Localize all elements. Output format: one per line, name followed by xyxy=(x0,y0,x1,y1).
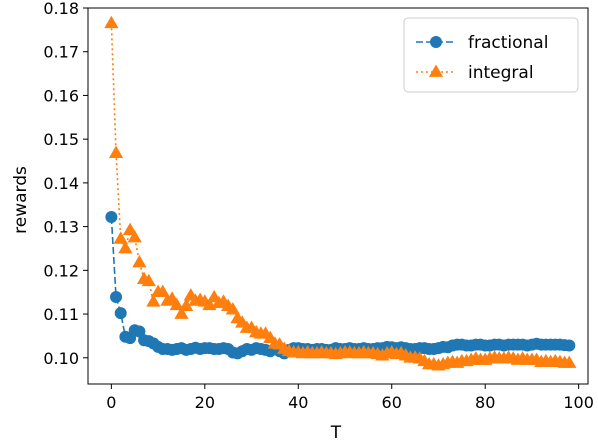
y-tick-label: 0.12 xyxy=(43,261,79,280)
legend-label: fractional xyxy=(468,33,548,53)
y-axis-label: rewards xyxy=(11,166,31,234)
data-point xyxy=(141,273,156,287)
data-point xyxy=(146,294,161,307)
data-point xyxy=(562,355,577,368)
x-tick-label: 20 xyxy=(195,393,215,412)
y-tick-label: 0.17 xyxy=(43,43,79,62)
legend-label: integral xyxy=(468,63,534,83)
y-tick-label: 0.14 xyxy=(43,174,79,193)
data-point xyxy=(108,145,124,159)
legend: fractional integral xyxy=(403,17,579,93)
x-axis-label: T xyxy=(330,423,342,443)
plot-area xyxy=(104,15,577,371)
legend-entry-integral: integral xyxy=(416,63,534,83)
data-point xyxy=(114,307,127,320)
y-tick-label: 0.16 xyxy=(43,86,79,105)
data-point xyxy=(155,284,170,298)
data-point xyxy=(105,210,118,223)
y-tick-label: 0.13 xyxy=(43,218,79,237)
x-tick-label: 0 xyxy=(106,393,116,412)
legend-marker xyxy=(430,36,442,48)
series-integral xyxy=(104,15,577,371)
legend-entry-fractional: fractional xyxy=(416,33,548,53)
data-point xyxy=(179,298,194,312)
data-point xyxy=(113,231,128,244)
legend-marker xyxy=(428,64,444,77)
legend-box xyxy=(403,17,579,93)
x-tick-label: 100 xyxy=(563,393,594,412)
series-fractional xyxy=(105,210,576,360)
axes-frame xyxy=(87,7,589,385)
y-tick-label: 0.10 xyxy=(43,349,79,368)
data-point xyxy=(118,240,133,254)
data-point xyxy=(174,306,189,319)
x-tick-label: 80 xyxy=(475,393,495,412)
data-point xyxy=(563,339,576,352)
data-point xyxy=(169,297,184,311)
data-point xyxy=(104,15,119,29)
data-point xyxy=(132,254,147,268)
data-point xyxy=(122,222,138,235)
x-tick-label: 60 xyxy=(382,393,402,412)
axes: 0 20 40 60 80 100 0.10 0.11 0.12 0.13 0.14 0.15 0.16… xyxy=(43,0,594,412)
y-tick-label: 0.15 xyxy=(43,130,79,149)
data-point xyxy=(110,290,123,303)
y-tick-label: 0.18 xyxy=(43,0,79,18)
data-point xyxy=(127,230,142,243)
y-tick-label: 0.11 xyxy=(43,305,79,324)
series-line xyxy=(110,216,570,355)
x-tick-label: 40 xyxy=(288,393,308,412)
data-point xyxy=(225,302,240,315)
